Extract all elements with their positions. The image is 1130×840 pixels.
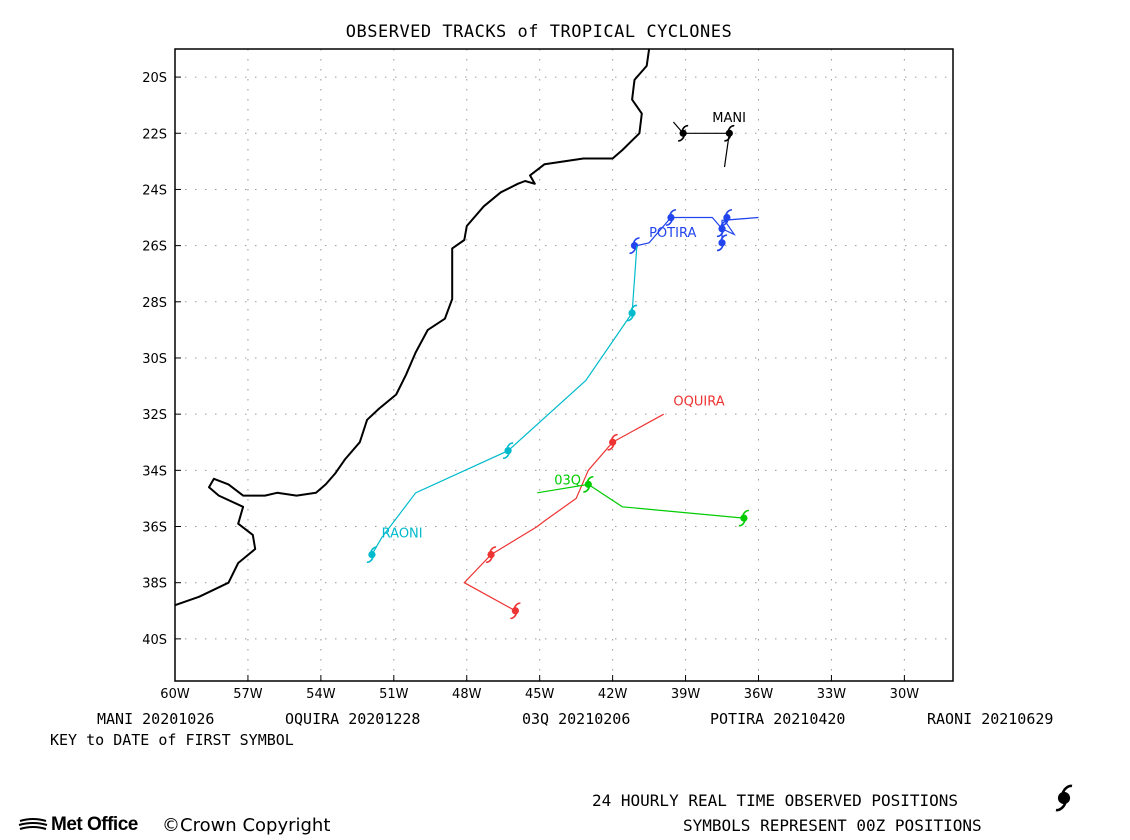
cyclone-icon xyxy=(1055,784,1073,812)
lon-tick-label: 33W xyxy=(817,687,847,702)
lon-tick-label: 48W xyxy=(452,687,482,702)
track-line-raoni xyxy=(371,245,638,555)
key-caption: KEY to DATE of FIRST SYMBOL xyxy=(50,731,294,749)
footer-symbols-note: SYMBOLS REPRESENT 00Z POSITIONS xyxy=(683,816,982,835)
lat-tick-label: 30S xyxy=(142,352,167,367)
lat-tick-label: 40S xyxy=(142,633,167,648)
cyclone-icon xyxy=(665,209,677,226)
lon-tick-label: 54W xyxy=(306,687,336,702)
key-item-03q: 03Q 20210206 xyxy=(522,710,631,728)
lat-tick-label: 26S xyxy=(142,240,167,255)
storm-mani: MANI xyxy=(672,111,746,168)
lat-tick-label: 24S xyxy=(142,183,167,198)
key-item-mani: MANI 20201026 xyxy=(97,710,215,728)
storm-tracks: MANI OQUIRA 03Q POTIRA RAONI xyxy=(366,111,759,620)
lat-tick-label: 22S xyxy=(142,127,167,142)
track-line-oquira xyxy=(463,413,664,612)
lon-tick-label: 39W xyxy=(671,687,701,702)
map-title: OBSERVED TRACKS of TROPICAL CYCLONES xyxy=(345,22,733,42)
cyclone-track-map: MANI OQUIRA 03Q POTIRA RAONI 60W 57W 54W 51W 48W… xyxy=(142,48,954,702)
key-item-potira: POTIRA 20210420 xyxy=(710,710,846,728)
cyclone-icon xyxy=(502,442,514,460)
coastline-south-america xyxy=(174,48,651,607)
axis-ticks: 60W 57W 54W 51W 48W 45W 42W 39W 36W 33W 30W 20S 22S 2… xyxy=(142,71,919,702)
lat-tick-label: 28S xyxy=(142,296,167,311)
cyclone-icon xyxy=(723,124,736,142)
lon-tick-label: 57W xyxy=(233,687,263,702)
lon-tick-label: 30W xyxy=(890,687,920,702)
lon-tick-label: 36W xyxy=(744,687,774,702)
cyclone-icon xyxy=(716,234,728,252)
footer-observed-positions: 24 HOURLY REAL TIME OBSERVED POSITIONS xyxy=(592,791,959,810)
key-item-oquira: OQUIRA 20201228 xyxy=(285,710,421,728)
storm-oquira: OQUIRA xyxy=(463,395,725,620)
storm-label-oquira: OQUIRA xyxy=(673,395,724,410)
graticule xyxy=(174,49,953,681)
storm-raoni: RAONI xyxy=(366,245,638,563)
cyclone-icon xyxy=(677,124,689,142)
storm-label-03q: 03Q xyxy=(554,473,581,488)
storm-label-potira: POTIRA xyxy=(649,226,696,241)
lat-tick-label: 20S xyxy=(142,71,167,86)
lat-tick-label: 34S xyxy=(142,464,167,479)
lon-tick-label: 60W xyxy=(160,687,190,702)
lat-tick-label: 36S xyxy=(142,521,167,536)
cyclone-icon xyxy=(606,433,619,451)
met-office-lines-icon xyxy=(18,817,48,830)
lat-tick-label: 32S xyxy=(142,408,167,423)
copyright-notice: ©Crown Copyright xyxy=(162,815,331,836)
storm-label-raoni: RAONI xyxy=(382,527,423,542)
storm-03q: 03Q xyxy=(537,473,750,527)
cyclone-icon xyxy=(509,602,522,620)
met-office-logo: Met Office xyxy=(18,814,138,836)
lon-tick-label: 42W xyxy=(598,687,628,702)
lat-tick-label: 38S xyxy=(142,577,167,592)
lon-tick-label: 45W xyxy=(525,687,555,702)
storm-potira: POTIRA xyxy=(628,209,759,254)
track-line-mani xyxy=(672,121,730,168)
lon-tick-label: 51W xyxy=(379,687,409,702)
map-frame xyxy=(174,48,954,682)
coastline xyxy=(174,48,651,607)
key-item-raoni: RAONI 20210629 xyxy=(927,710,1054,728)
storm-label-mani: MANI xyxy=(712,111,746,126)
cyclone-icon xyxy=(738,509,750,527)
cyclone-icon xyxy=(485,546,497,563)
track-line-03q xyxy=(537,483,744,519)
brand-name: Met Office xyxy=(51,814,138,835)
cyclone-icon xyxy=(628,237,641,254)
